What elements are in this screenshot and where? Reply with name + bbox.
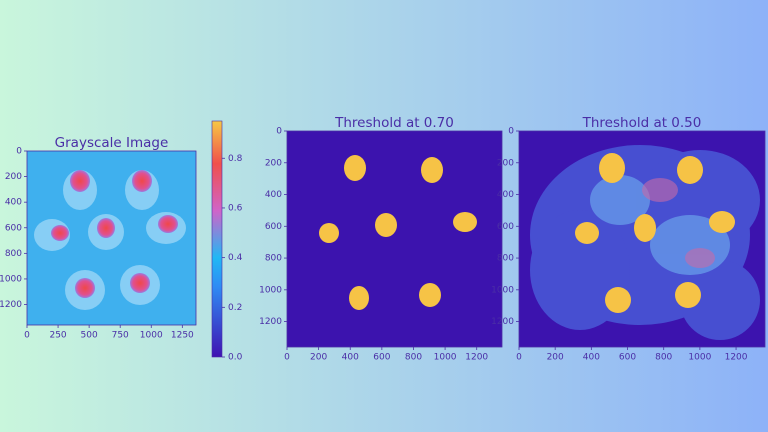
x-tick-label: 0 (24, 331, 30, 341)
y-tick-label: 200 (497, 158, 514, 168)
y-tick-label: 600 (497, 222, 514, 232)
threshold-image (287, 131, 502, 347)
y-tick-label: 1200 (0, 300, 22, 310)
x-tick-label: 200 (547, 353, 564, 363)
y-tick-label: 200 (265, 158, 282, 168)
x-tick-label: 1250 (171, 331, 194, 341)
x-tick-label: 1000 (434, 353, 457, 363)
x-tick-label: 400 (342, 353, 359, 363)
y-tick-label: 200 (5, 172, 22, 182)
x-tick-label: 800 (655, 353, 672, 363)
y-tick-label: 800 (5, 249, 22, 259)
axes-frame (26, 150, 197, 326)
colorbar-tick-label: 0.0 (228, 353, 243, 363)
x-tick-label: 250 (49, 331, 66, 341)
y-tick-label: 800 (497, 254, 514, 264)
y-tick-label: 400 (5, 198, 22, 208)
y-tick-label: 400 (265, 190, 282, 200)
y-tick-label: 0 (508, 127, 514, 137)
x-tick-label: 600 (373, 353, 390, 363)
x-tick-label: 0 (284, 353, 290, 363)
y-tick-label: 800 (265, 254, 282, 264)
x-tick-label: 600 (619, 353, 636, 363)
y-tick-label: 600 (265, 222, 282, 232)
x-tick-label: 1200 (725, 353, 748, 363)
x-tick-label: 800 (405, 353, 422, 363)
y-tick-label: 1000 (259, 285, 282, 295)
chart-title: Threshold at 0.70 (334, 115, 454, 131)
y-tick-label: 1000 (0, 274, 22, 284)
chart-title: Threshold at 0.50 (582, 115, 702, 131)
colorbar (211, 120, 223, 358)
y-tick-label: 1000 (491, 285, 514, 295)
y-tick-label: 1200 (491, 317, 514, 327)
axes-frame (286, 130, 503, 348)
grayscale-image (27, 151, 196, 325)
x-tick-label: 0 (516, 353, 522, 363)
x-tick-label: 200 (310, 353, 327, 363)
colorbar-tick-label: 0.4 (228, 253, 243, 263)
x-tick-label: 400 (583, 353, 600, 363)
colorbar-tick-label: 0.2 (228, 303, 242, 313)
y-tick-label: 0 (276, 127, 282, 137)
colorbar-tick-label: 0.6 (228, 203, 243, 213)
y-tick-label: 0 (16, 147, 22, 157)
y-tick-label: 400 (497, 190, 514, 200)
x-tick-label: 1000 (688, 353, 711, 363)
x-tick-label: 1200 (465, 353, 488, 363)
threshold-image (519, 131, 765, 347)
x-tick-label: 1000 (140, 331, 163, 341)
x-tick-label: 500 (81, 331, 98, 341)
y-tick-label: 1200 (259, 317, 282, 327)
x-tick-label: 750 (112, 331, 129, 341)
y-tick-label: 600 (5, 223, 22, 233)
chart-title: Grayscale Image (55, 135, 169, 151)
colorbar-tick-label: 0.8 (228, 154, 243, 164)
axes-frame (518, 130, 766, 348)
